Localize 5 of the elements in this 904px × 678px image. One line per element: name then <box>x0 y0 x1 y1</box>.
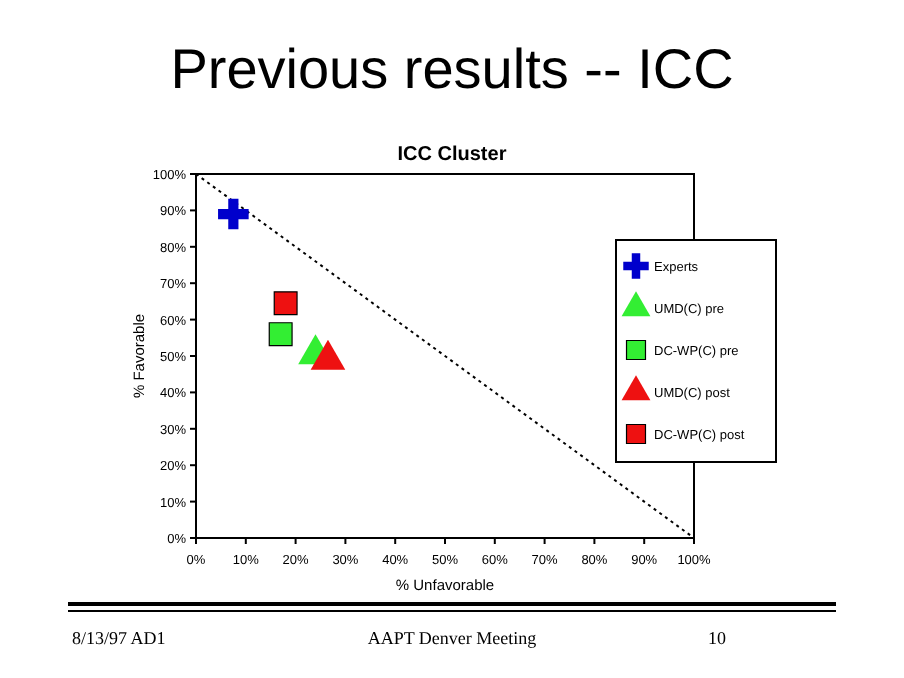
chart-title: Previous results -- ICC <box>170 38 734 100</box>
text: 10 <box>708 628 727 648</box>
chart-subtitle: ICC Cluster <box>397 144 507 166</box>
text: 8/13/97 AD1 <box>72 628 166 648</box>
text: AAPT Denver Meeting <box>367 628 538 648</box>
